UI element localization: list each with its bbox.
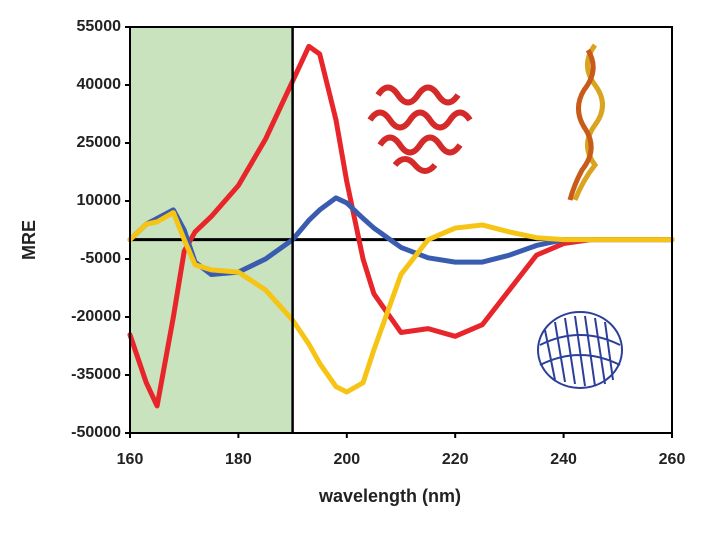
x-tick-label: 260 [659, 451, 686, 468]
y-tick-label: -20000 [71, 308, 121, 325]
y-tick-label: -5000 [80, 250, 121, 267]
helical-protein [367, 84, 473, 174]
y-tick-label: 55000 [77, 18, 122, 35]
x-tick-label: 200 [333, 451, 360, 468]
y-tick-label: 25000 [77, 134, 122, 151]
x-tick-label: 180 [225, 451, 252, 468]
y-axis-label: MRE [19, 220, 39, 260]
beta-barrel [537, 311, 623, 389]
y-tick-label: -35000 [71, 366, 121, 383]
x-tick-label: 220 [442, 451, 469, 468]
y-tick-label: 10000 [77, 192, 122, 209]
coiled-coil [567, 43, 605, 201]
y-tick-label: 40000 [77, 76, 122, 93]
protein-illustrations [367, 43, 623, 389]
x-tick-label: 160 [117, 451, 144, 468]
plot-frame [129, 26, 673, 434]
data-line [127, 210, 675, 395]
y-tick-label: -50000 [71, 424, 121, 441]
data-line [127, 195, 675, 277]
shaded-region [130, 27, 293, 433]
x-tick-label: 240 [550, 451, 577, 468]
x-axis-label: wavelength (nm) [318, 486, 461, 506]
